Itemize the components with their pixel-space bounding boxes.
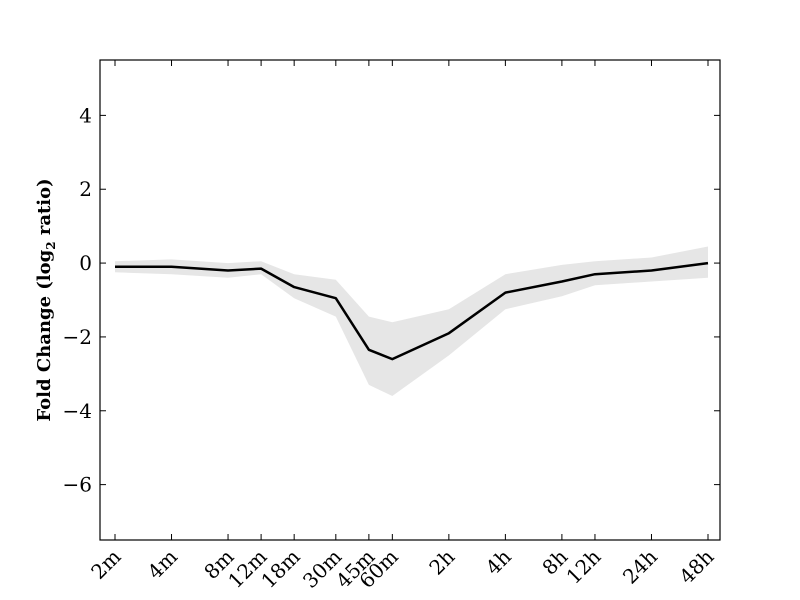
y-axis-label-main: Fold Change (log	[34, 249, 55, 421]
y-axis-label-suffix: ratio)	[34, 178, 55, 241]
y-tick-label: 0	[79, 251, 92, 275]
x-tick-label: 2h	[424, 544, 459, 579]
x-tick-label: 24h	[618, 544, 662, 588]
confidence-band	[115, 246, 708, 396]
y-axis-ticks: 4 2 0 −2 −4 −6	[63, 103, 720, 497]
x-tick-label: 48h	[674, 544, 718, 588]
series-line-layer	[114, 261, 709, 361]
y-tick-label: 2	[79, 177, 92, 201]
y-tick-label: −6	[63, 473, 92, 497]
y-axis-label: Fold Change (log2 ratio)	[34, 178, 58, 421]
x-tick-label: 4m	[143, 545, 182, 584]
x-tick-label: 2m	[86, 545, 125, 584]
x-tick-label: 12h	[561, 544, 605, 588]
y-tick-label: −2	[63, 325, 92, 349]
y-axis-label-subscript: 2	[44, 241, 58, 249]
series-line	[115, 261, 709, 361]
x-tick-label: 18m	[256, 545, 304, 593]
confidence-band-layer	[115, 246, 708, 396]
plot-area-frame	[99, 59, 721, 541]
y-tick-label: −4	[63, 399, 92, 423]
y-tick-label: 4	[79, 103, 92, 127]
x-tick-label: 4h	[481, 544, 516, 579]
